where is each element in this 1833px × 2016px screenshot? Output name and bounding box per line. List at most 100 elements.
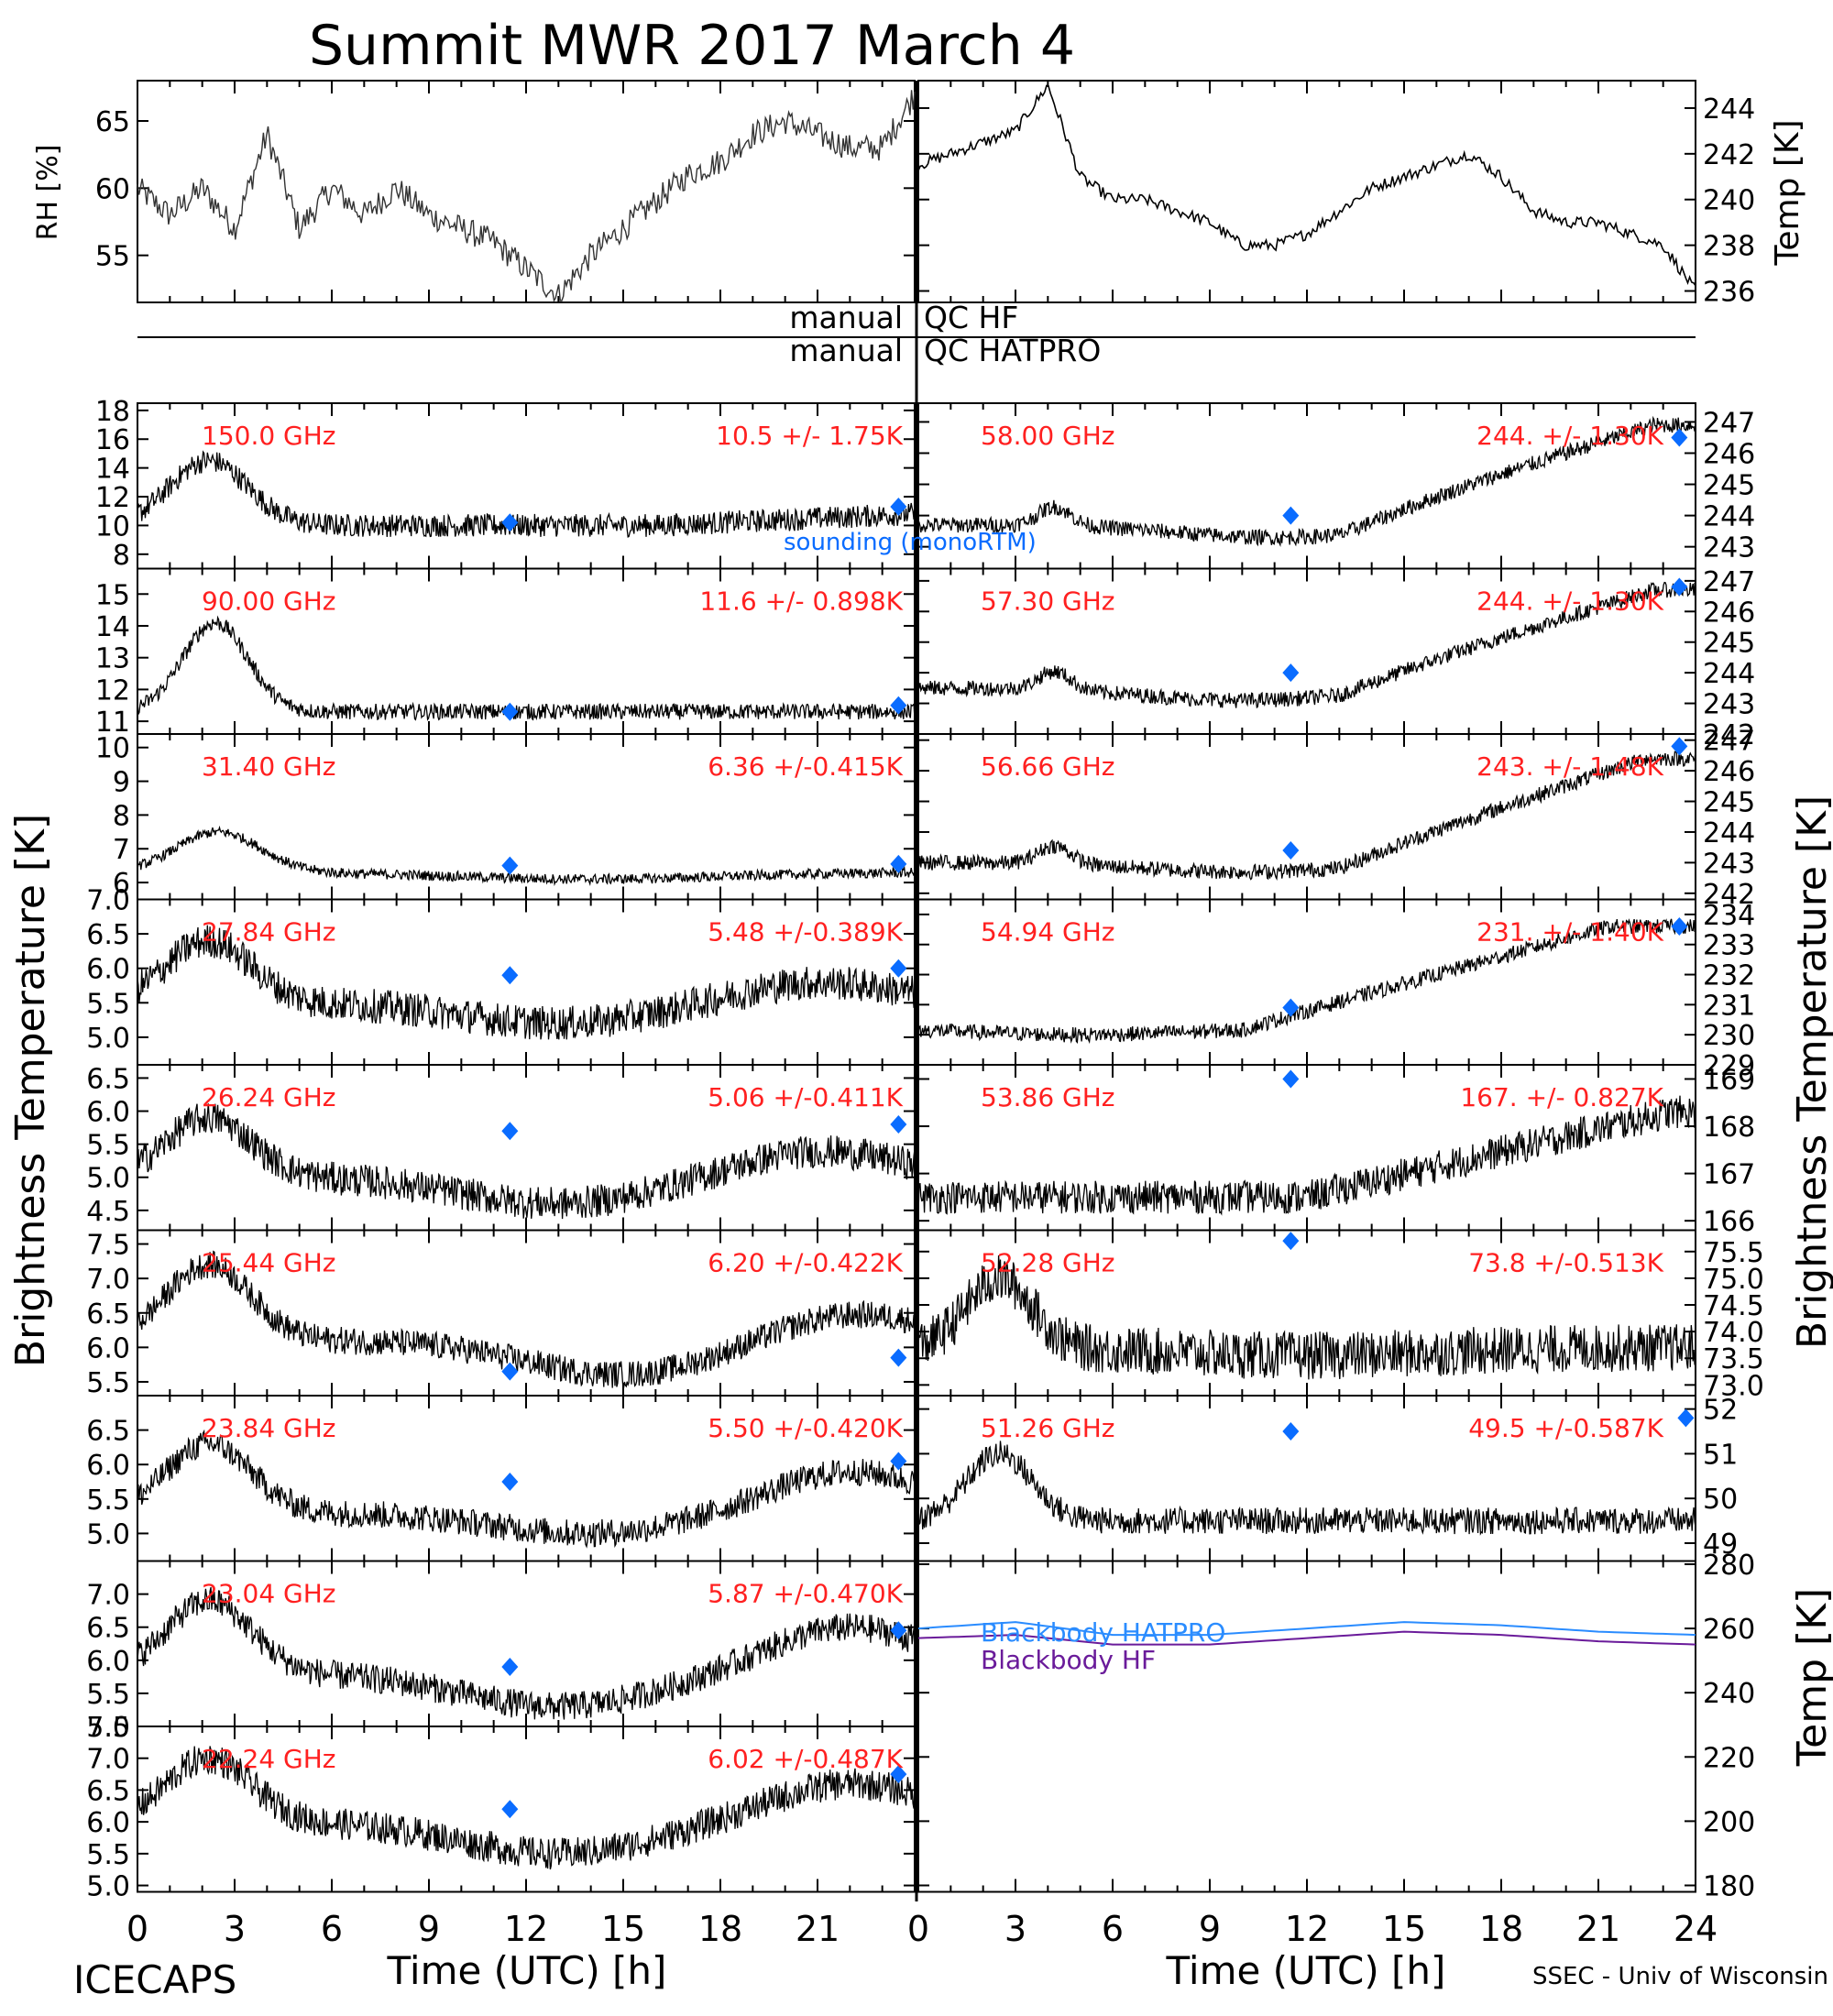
sounding-marker [890,1114,907,1134]
y-tick-label: 60 [95,173,130,205]
y-tick-label: 73.0 [1703,1370,1764,1402]
qc-row2-left: manual [789,333,903,368]
right-panel-trace [917,415,1696,548]
y-tick-label: 7 [113,834,130,866]
left-panel-freq: 23.84 GHz [202,1413,336,1443]
y-tick-label: 6.0 [86,1807,130,1839]
left-panel-freq: 90.00 GHz [202,586,336,617]
y-tick-label: 4.5 [86,1196,130,1228]
left-panel-trace [137,1587,916,1720]
y-tick-label: 247 [1703,407,1755,439]
y-tick-label: 6.5 [86,1775,130,1807]
y-tick-label: 243 [1703,689,1755,721]
sounding-marker [501,1362,519,1381]
y-tick-label: 16 [95,424,130,456]
left-panel-stat: 10.5 +/- 1.75K [716,421,903,451]
y-tick-label: 6.0 [86,1646,130,1678]
x-tick-label: 18 [698,1909,742,1949]
y-tick-label: 280 [1703,1550,1755,1582]
y-tick-label: 10 [95,733,130,765]
sounding-marker [1671,737,1688,756]
left-panel-stat: 5.50 +/-0.420K [708,1413,903,1443]
sounding-label: sounding (monoRTM) [784,529,1037,556]
y-tick-label: 74.5 [1703,1290,1764,1322]
left-panel-freq: 25.44 GHz [202,1248,336,1278]
y-tick-label: 12 [95,674,130,707]
right-panel-trace [917,1441,1696,1536]
y-tick-label: 168 [1703,1112,1755,1144]
y-tick-label: 6.0 [86,1332,130,1364]
rh-trace [137,90,916,302]
y-tick-label: 247 [1703,726,1755,758]
y-tick-label: 18 [95,396,130,428]
y-tick-label: 230 [1703,1020,1755,1052]
y-tick-label: 5.5 [86,1839,130,1871]
y-tick-label: 229 [1703,1050,1755,1082]
y-tick-label: 245 [1703,787,1755,819]
footer-right: SSEC - Univ of Wisconsin [1532,1963,1828,1990]
x-tick-label: 21 [1576,1909,1620,1949]
y-tick-label: 242 [1703,139,1755,171]
sounding-marker [1282,841,1300,860]
right-panel-stat: 244. +/- 1.30K [1476,586,1663,617]
y-tick-label: 6.5 [86,1613,130,1645]
footer-left: ICECAPS [73,1957,236,2002]
y-tick-label: 7.0 [86,1744,130,1776]
x-tick-label: 12 [504,1909,548,1949]
y-tick-label: 5.0 [86,1023,130,1055]
y-tick-label: 73.5 [1703,1343,1764,1375]
axes-layer [137,80,1696,1901]
sounding-marker [501,513,519,532]
left-panel-freq: 150.0 GHz [202,421,336,451]
temp-ylabel-top: Temp [K] [1769,119,1806,266]
y-tick-label: 7.0 [86,1580,130,1612]
left-panel-freq: 26.24 GHz [202,1082,336,1112]
y-tick-label: 55 [95,241,130,273]
sounding-marker [890,696,907,715]
right-panel-trace [917,1255,1696,1380]
sounding-marker [501,1658,519,1677]
y-tick-label: 5.5 [86,988,130,1020]
sounding-marker [890,1348,907,1367]
y-tick-label: 65 [95,106,130,138]
y-tick-label: 244 [1703,817,1755,849]
y-tick-label: 244 [1703,93,1755,126]
sounding-marker [1282,1232,1300,1251]
y-tick-label: 8 [113,540,130,572]
sounding-marker [890,498,907,517]
y-tick-label: 6.0 [86,1450,130,1482]
right-panel-trace [917,751,1696,882]
y-tick-label: 231 [1703,990,1755,1022]
blackbody-hf-line [917,1630,1696,1646]
right-panel-freq: 57.30 GHz [981,586,1115,617]
y-tick-label: 166 [1703,1206,1755,1238]
temp-trace [917,84,1696,287]
xlabel-right: Time (UTC) [h] [1166,1948,1446,1993]
y-tick-label: 7.5 [86,1712,130,1744]
y-tick-label: 5.5 [86,1367,130,1399]
left-panel-stat: 6.02 +/-0.487K [708,1744,903,1774]
y-tick-label: 14 [95,611,130,643]
sounding-marker [890,1621,907,1640]
x-tick-label: 3 [224,1909,246,1949]
y-tick-label: 8 [113,800,130,832]
y-tick-label: 75.5 [1703,1237,1764,1269]
y-tick-label: 6.5 [86,919,130,951]
y-tick-label: 220 [1703,1742,1755,1774]
sounding-marker [1671,917,1688,937]
sounding-marker [1282,506,1300,525]
left-panel-stat: 5.87 +/-0.470K [708,1579,903,1609]
right-panel-stat: 231. +/- 1.40K [1476,917,1663,948]
sounding-marker [501,702,519,721]
y-tick-label: 5.0 [86,1163,130,1195]
sounding-marker [501,856,519,875]
sounding-marker [890,1765,907,1784]
y-tick-label: 5.5 [86,1485,130,1517]
y-tick-label: 15 [95,579,130,611]
x-tick-label: 24 [1674,1909,1718,1949]
y-tick-label: 243 [1703,532,1755,564]
y-tick-label: 6.5 [86,1063,130,1095]
y-tick-label: 240 [1703,1678,1755,1710]
y-tick-label: 245 [1703,628,1755,660]
